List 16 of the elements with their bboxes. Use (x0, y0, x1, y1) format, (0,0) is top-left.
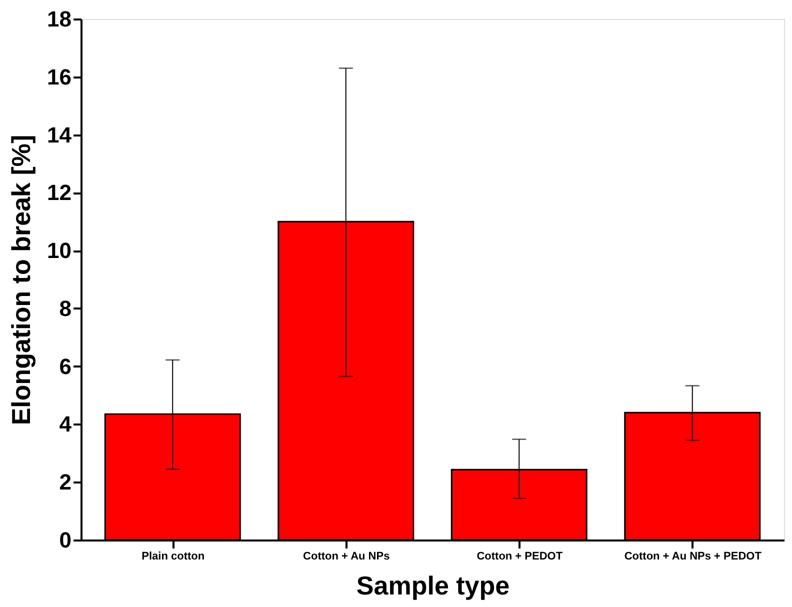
x-axis-title: Sample type (356, 570, 510, 600)
y-tick-label: 18 (47, 6, 72, 32)
y-tick-label: 2 (59, 470, 72, 495)
y-tick-label: 16 (47, 64, 72, 90)
x-tick-label: Plain cotton (142, 550, 205, 562)
x-tick-label: Cotton + Au NPs + PEDOT (624, 550, 762, 562)
y-tick-label: 4 (59, 412, 72, 437)
y-axis-title: Elongation to break [%] (6, 134, 36, 426)
y-tick-label: 6 (59, 354, 72, 379)
y-tick-label: 14 (47, 122, 72, 148)
x-tick-label: Cotton + PEDOT (476, 550, 563, 562)
y-tick-label: 10 (47, 238, 72, 264)
x-tick-label: Cotton + Au NPs (303, 550, 390, 562)
y-tick-label: 8 (59, 296, 72, 321)
y-tick-label: 0 (59, 528, 72, 552)
y-tick-label: 12 (47, 180, 72, 206)
